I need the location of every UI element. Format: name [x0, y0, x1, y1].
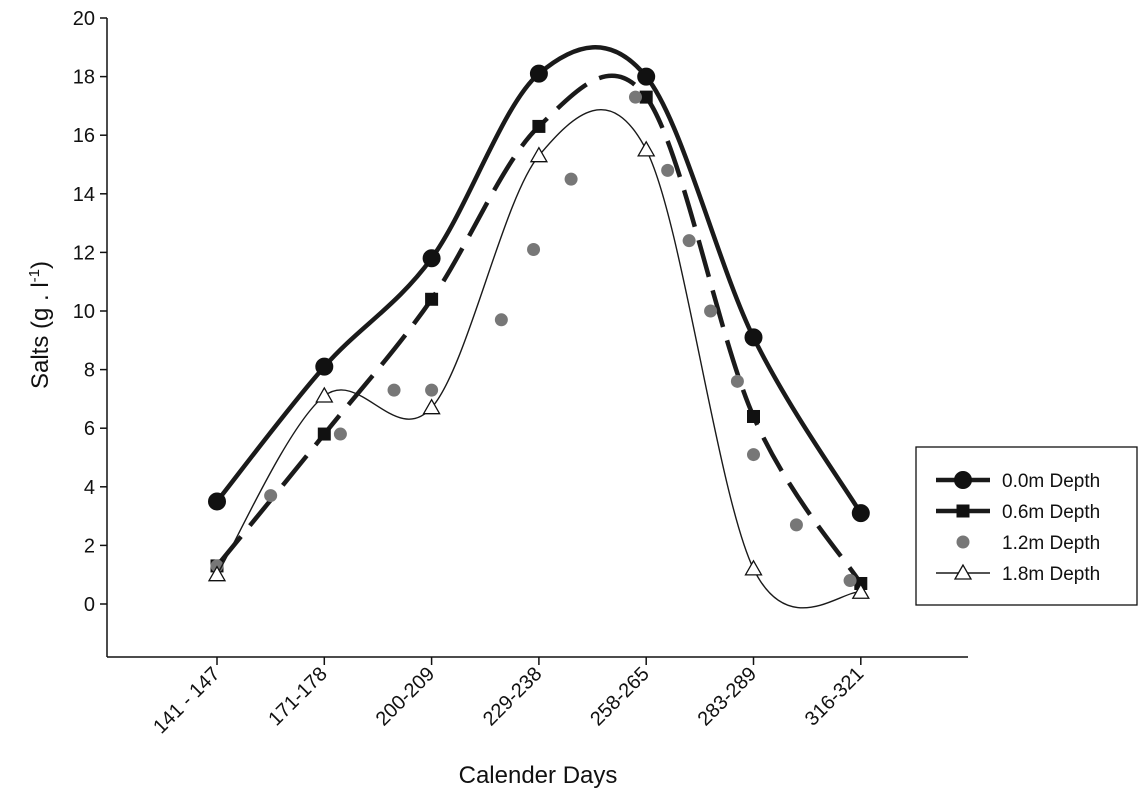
legend-item-2: 1.2m Depth: [956, 533, 1100, 554]
y-tick-label: 0: [84, 594, 95, 616]
data-point-triangle: [744, 559, 763, 576]
legend-box: [915, 446, 1138, 606]
data-point-dot: [264, 489, 278, 503]
data-point-triangle: [315, 386, 334, 403]
data-point-dot: [425, 383, 439, 397]
legend-item-0: 0.0m Depth: [936, 471, 1100, 492]
data-point-circle: [851, 504, 870, 523]
legend-label: 0.0m Depth: [1002, 471, 1100, 492]
x-tick-label: 229-238: [479, 663, 546, 730]
data-point-dot: [494, 313, 508, 327]
data-point-dot: [333, 427, 347, 441]
data-point-circle: [422, 249, 441, 268]
data-point-triangle: [529, 146, 549, 163]
data-point-dot: [956, 535, 970, 549]
data-point-dot: [564, 172, 578, 186]
y-tick-label: 10: [73, 301, 95, 323]
y-axis-title: Salts (g . l-1): [26, 261, 54, 389]
x-tick-label: 141 - 147: [149, 663, 224, 738]
data-point-dot: [661, 163, 675, 177]
data-point-dot: [628, 90, 642, 104]
x-tick-label: 171-178: [264, 663, 331, 730]
data-point-dot: [527, 242, 541, 256]
y-tick-label: 12: [73, 242, 95, 264]
data-point-triangle: [637, 140, 656, 157]
series-3: [207, 109, 870, 609]
data-point-square: [532, 119, 546, 133]
data-point-square: [639, 90, 653, 104]
legend-item-3: 1.8m Depth: [936, 563, 1100, 585]
data-point-circle: [315, 357, 334, 376]
data-point-dot: [704, 304, 718, 318]
data-point-square: [317, 427, 331, 441]
data-point-dot: [747, 448, 760, 462]
data-point-circle: [637, 67, 656, 86]
data-point-square: [956, 504, 970, 518]
x-tick-label: 283-289: [694, 663, 761, 730]
legend-label: 0.6m Depth: [1002, 502, 1100, 523]
legend-label: 1.8m Depth: [1002, 564, 1100, 585]
data-point-dot: [843, 574, 857, 588]
data-point-circle: [529, 64, 548, 83]
data-point-triangle: [953, 563, 973, 580]
data-point-square: [425, 292, 439, 306]
y-tick-label: 20: [73, 8, 95, 30]
data-point-triangle: [422, 398, 441, 415]
x-axis-title: Calender Days: [459, 762, 618, 789]
y-tick-label: 14: [73, 184, 95, 206]
series-1: [210, 73, 868, 590]
data-point-circle: [208, 492, 226, 511]
y-tick-label: 2: [84, 535, 95, 557]
y-tick-label: 8: [84, 360, 95, 382]
x-tick-label: 200-209: [372, 663, 439, 730]
data-point-circle: [954, 471, 972, 489]
y-tick-label: 6: [84, 418, 95, 440]
data-point-dot: [789, 518, 803, 532]
data-point-triangle: [207, 565, 227, 582]
y-tick-label: 18: [73, 67, 95, 89]
x-tick-label: 316-321: [801, 663, 868, 730]
x-tick-label: 258-265: [586, 663, 653, 730]
legend-label: 1.2m Depth: [1002, 533, 1100, 554]
data-point-circle: [744, 328, 763, 347]
y-tick-label: 16: [73, 125, 95, 147]
data-point-square: [747, 409, 760, 423]
data-point-dot: [682, 234, 696, 248]
y-tick-label: 4: [84, 477, 95, 499]
legend-item-1: 0.6m Depth: [936, 502, 1100, 523]
data-point-triangle: [851, 582, 870, 599]
data-point-dot: [730, 374, 744, 388]
data-point-dot: [387, 383, 401, 397]
series-0: [208, 45, 870, 523]
